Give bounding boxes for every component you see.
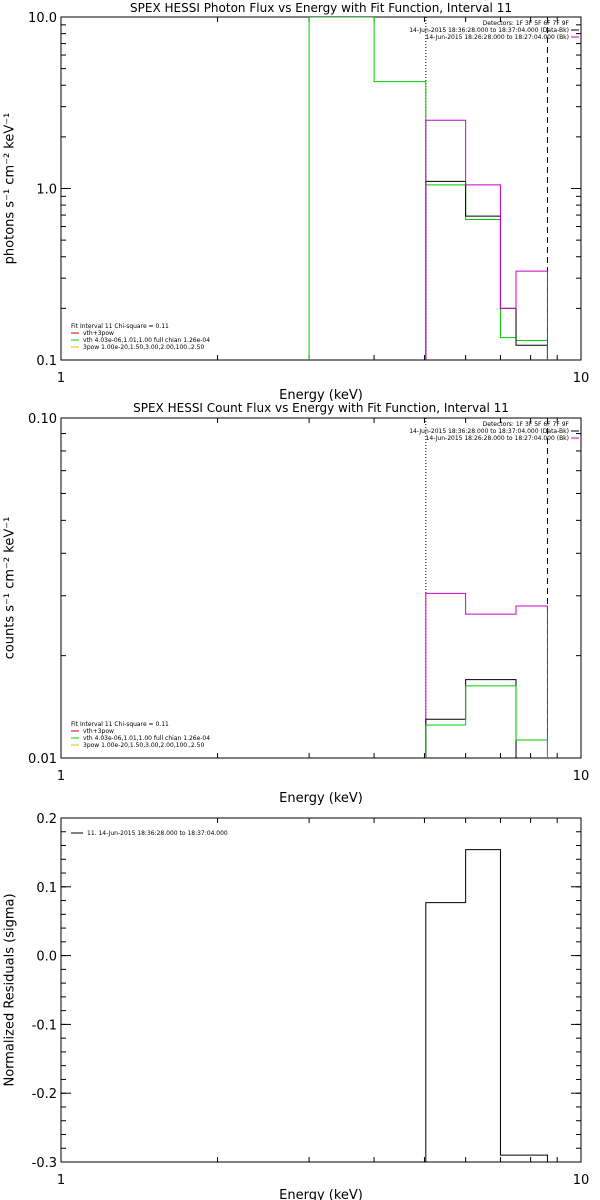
x-tick-label: 10 bbox=[573, 371, 590, 386]
legend-entry: vth 4.03e-06,1.01,1.00 full chian 1.26e-… bbox=[83, 337, 210, 344]
y-axis-label: photons s⁻¹ cm⁻² keV⁻¹ bbox=[3, 113, 18, 265]
legend-top-right: Detectors: 1F 3F 5F 6F 7F 9F14-Jun-2015 … bbox=[409, 20, 579, 41]
legend-bottom-left: Fit Interval 11 Chi-square = 0.11vth+3po… bbox=[71, 721, 210, 749]
y-ticks: 0.01 0.10 bbox=[28, 412, 581, 767]
y-tick-label: -0.1 bbox=[32, 1018, 57, 1033]
y-ticks: 0.2 0.1 0.0 -0.1 -0.2 -0.3 bbox=[32, 812, 581, 1171]
x-axis-label: Energy (keV) bbox=[279, 791, 363, 806]
y-axis-label: counts s⁻¹ cm⁻² keV⁻¹ bbox=[3, 517, 18, 660]
legend-entry: 3pow 1.00e-20,1.50,3.00,2.00,100.,2.50 bbox=[83, 344, 204, 351]
x-axis-label: Energy (keV) bbox=[279, 388, 363, 403]
legend-entry: 11. 14-Jun-2015 18:36:28.000 to 18:37:04… bbox=[87, 830, 228, 837]
y-ticks: 0.1 1.0 10.0 bbox=[28, 11, 581, 369]
y-tick-label: 0.1 bbox=[36, 881, 57, 896]
legend-header: Fit Interval 11 Chi-square = 0.11 bbox=[71, 323, 169, 330]
y-tick-label: 1.0 bbox=[36, 183, 57, 198]
chart-title: SPEX HESSI Count Flux vs Energy with Fit… bbox=[133, 401, 509, 415]
legend-header: Detectors: 1F 3F 5F 6F 7F 9F bbox=[483, 20, 570, 27]
chart-title: SPEX HESSI Photon Flux vs Energy with Fi… bbox=[130, 1, 512, 15]
y-tick-label: 0.01 bbox=[28, 752, 57, 767]
legend-entry: 3pow 1.00e-20,1.50,3.00,2.00,100.,2.50 bbox=[83, 742, 204, 749]
plot-panel-3: Energy (keV) Normalized Residuals (sigma)… bbox=[3, 812, 590, 1200]
series-1-histogram bbox=[425, 849, 548, 1162]
y-tick-label: 0.1 bbox=[36, 354, 57, 369]
plot-panel-1: SPEX HESSI Photon Flux vs Energy with Fi… bbox=[3, 1, 590, 403]
x-ticks: 1 10 bbox=[57, 17, 589, 386]
legend-top-left: 11. 14-Jun-2015 18:36:28.000 to 18:37:04… bbox=[71, 830, 228, 837]
x-ticks: 1 10 bbox=[57, 818, 589, 1188]
legend-header: Fit Interval 11 Chi-square = 0.11 bbox=[71, 721, 169, 728]
legend-entry: 14-Jun-2015 18:26:28.000 to 18:27:04.000… bbox=[426, 435, 569, 442]
series-1-histogram bbox=[425, 592, 548, 758]
plot-frame bbox=[60, 817, 582, 1163]
legend-bottom-left: Fit Interval 11 Chi-square = 0.11vth+3po… bbox=[71, 323, 210, 351]
legend-entry: 14-Jun-2015 18:26:28.000 to 18:27:04.000… bbox=[426, 34, 569, 41]
legend-entry: 14-Jun-2015 18:36:28.000 to 18:37:04.000… bbox=[409, 27, 569, 34]
y-tick-label: 0.10 bbox=[28, 412, 57, 427]
plot-frame bbox=[60, 417, 582, 759]
y-tick-label: 0.0 bbox=[36, 950, 57, 965]
series-3-histogram bbox=[425, 685, 548, 758]
y-tick-label: 10.0 bbox=[28, 11, 57, 26]
legend-entry: vth+3pow bbox=[83, 728, 114, 735]
legend-entry: vth+3pow bbox=[83, 330, 114, 337]
plot-panel-2: SPEX HESSI Count Flux vs Energy with Fit… bbox=[3, 401, 590, 806]
series-3-histogram bbox=[425, 119, 548, 360]
x-tick-label: 10 bbox=[573, 769, 590, 784]
x-tick-label: 1 bbox=[57, 1173, 65, 1188]
x-ticks: 1 10 bbox=[57, 418, 589, 784]
legend-header: Detectors: 1F 3F 5F 6F 7F 9F bbox=[483, 421, 570, 428]
x-tick-label: 1 bbox=[57, 769, 65, 784]
x-tick-label: 1 bbox=[57, 371, 65, 386]
x-tick-label: 10 bbox=[573, 1173, 590, 1188]
y-tick-label: -0.3 bbox=[32, 1156, 57, 1171]
series-2-histogram bbox=[425, 679, 548, 758]
x-axis-label: Energy (keV) bbox=[279, 1188, 363, 1200]
legend-top-right: Detectors: 1F 3F 5F 6F 7F 9F14-Jun-2015 … bbox=[409, 421, 579, 442]
legend-entry: 14-Jun-2015 18:36:28.000 to 18:37:04.000… bbox=[409, 428, 569, 435]
y-tick-label: 0.2 bbox=[36, 812, 57, 827]
y-axis-label: Normalized Residuals (sigma) bbox=[3, 893, 18, 1086]
legend-entry: vth 4.03e-06,1.01,1.00 full chian 1.26e-… bbox=[83, 735, 210, 742]
y-tick-label: -0.2 bbox=[32, 1087, 57, 1102]
